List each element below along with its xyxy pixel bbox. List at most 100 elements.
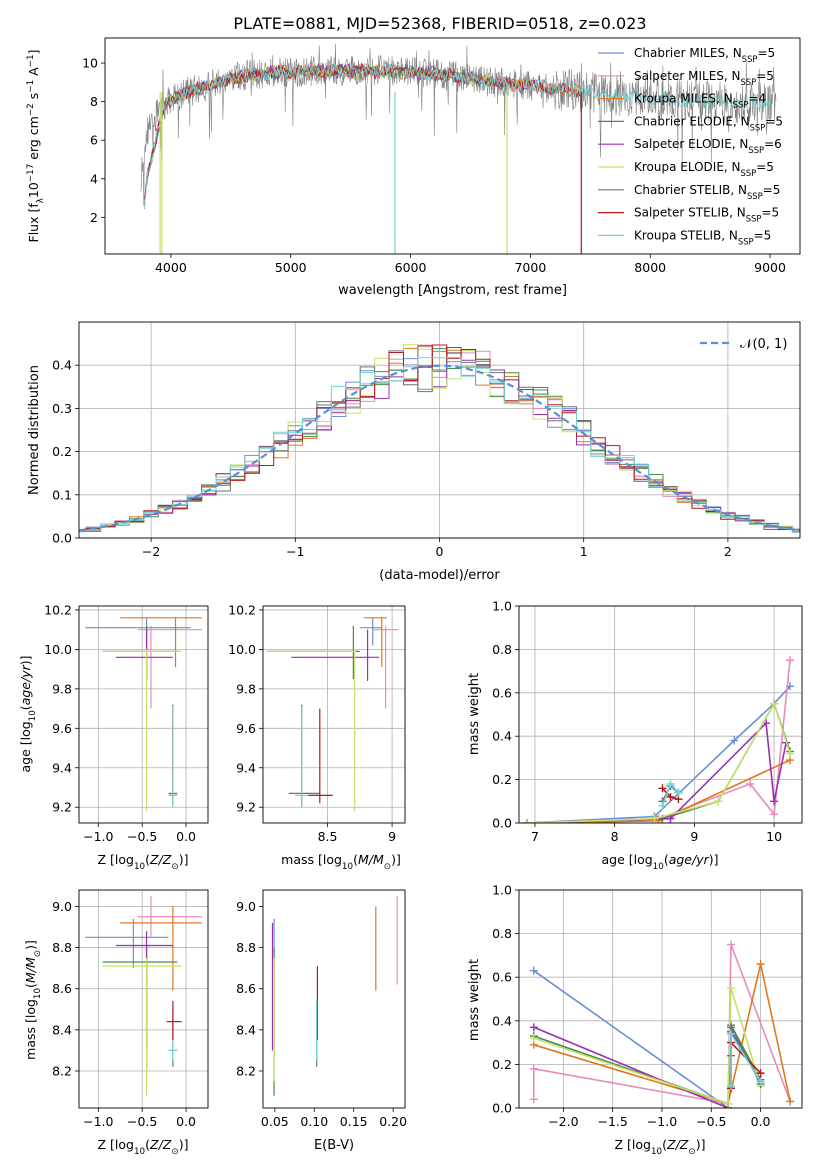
y-tick-label: 8.8 — [236, 940, 256, 955]
errorbar-kroupa-elodie — [102, 649, 182, 812]
series-marker — [770, 699, 779, 708]
y-tick-label: 8.8 — [52, 940, 72, 955]
y-tick-label: 9.2 — [236, 800, 256, 815]
series-marker — [529, 1064, 538, 1073]
series-kroupa-stelib — [658, 779, 683, 810]
series-line — [730, 1031, 762, 1087]
y-tick-label: 9.0 — [52, 899, 72, 914]
x-tick-label: 8 — [611, 829, 619, 844]
series-marker — [727, 940, 736, 949]
errorbar-salpeter-elodie — [115, 931, 173, 1051]
series-marker — [529, 966, 538, 975]
errorbar-chabrier-miles — [359, 617, 382, 646]
spectrum-frame — [104, 37, 801, 255]
massweight-vs-age-frame — [518, 605, 803, 824]
age-vs-mass-frame — [262, 605, 406, 824]
series-marker — [730, 736, 739, 745]
x-tick-label: −1.0 — [83, 829, 113, 844]
series-line — [533, 987, 762, 1105]
series-marker — [529, 1023, 538, 1032]
x-tick-label: 0.05 — [261, 1114, 289, 1129]
x-tick-label: 10 — [766, 829, 782, 844]
y-tick-label: 0.2 — [492, 1057, 512, 1072]
y-tick-label: 0.8 — [492, 926, 512, 941]
x-tick-label: 0 — [436, 544, 444, 559]
y-tick-label: 10.2 — [228, 602, 256, 617]
x-tick-label: −1.0 — [647, 1114, 677, 1129]
massweight-vs-z-frame — [518, 889, 803, 1109]
series-marker — [786, 656, 795, 665]
x-tick-label: 8000 — [634, 260, 666, 275]
series-marker — [727, 1082, 736, 1091]
axes-mass-vs-ebv: 0.05 0.10 0.15 0.20 8.2 8.4 8.6 8.8 9.0 — [236, 899, 407, 1129]
series-marker — [666, 779, 675, 788]
massweight-vs-z-y-label: mass weight — [467, 959, 482, 1041]
spectrum-x-label: wavelength [Angstrom, rest frame] — [338, 283, 567, 298]
x-tick-label: 5000 — [275, 260, 307, 275]
chart-layer: 4000 5000 6000 7000 8000 9000246810wavelength… — [18, 37, 803, 1157]
y-tick-label: 0.0 — [492, 816, 512, 831]
mass-vs-ebv-frame — [262, 889, 406, 1109]
y-tick-label: 4 — [90, 171, 98, 186]
histogram-chabrier-stelib — [79, 345, 800, 532]
legend-entry: Kroupa STELIB, NSSP=5 — [634, 228, 771, 246]
legend-entry: Chabrier STELIB, NSSP=5 — [634, 183, 780, 201]
y-tick-label: 0.3 — [52, 401, 72, 416]
x-tick-label: 0.20 — [379, 1114, 407, 1129]
x-tick-label: −1 — [286, 544, 304, 559]
age-vs-z-x-label: Z [log10(Z/Z⊙)] — [98, 852, 189, 872]
series-marker — [786, 749, 795, 758]
age-vs-mass-x-label: mass [log10(M/M⊙)] — [281, 852, 401, 872]
axes-age-vs-mass: 8.5 9 9.2 9.4 9.6 9.8 10.0 10.2 — [228, 602, 405, 844]
y-tick-label: 0.4 — [492, 729, 512, 744]
x-tick-label: 9 — [690, 829, 698, 844]
y-tick-label: 1.0 — [492, 883, 512, 898]
massweight-vs-age-x-label: age [log10(age/yr)] — [601, 852, 718, 872]
legend-entry: Chabrier ELODIE, NSSP=5 — [634, 114, 783, 132]
spectrum-y-label: Flux [fλ10−17 erg cm−2 s−1 A−1] — [26, 50, 46, 243]
series-marker — [650, 814, 659, 823]
axes-massweight-vs-z: −2.0 −1.5 −1.0 −0.5 0.0 0.0 0.2 0.4 0.6 0.8 1.0 — [492, 883, 802, 1129]
y-tick-label: 0.2 — [52, 444, 72, 459]
x-tick-label: −0.5 — [696, 1114, 726, 1129]
legend-entry: Salpeter STELIB, NSSP=5 — [634, 206, 779, 224]
series-kroupa-elodie — [522, 699, 795, 823]
series-marker — [756, 1077, 765, 1086]
errorbar-salpeter-miles — [137, 896, 202, 938]
x-tick-label: 0.15 — [340, 1114, 368, 1129]
normal-curve — [79, 364, 800, 532]
histogram-kroupa-miles — [79, 344, 800, 532]
errorbar-kroupa-miles — [363, 617, 387, 668]
y-tick-label: 10.0 — [228, 642, 256, 657]
x-tick-label: 9 — [388, 829, 396, 844]
y-tick-label: 8.4 — [236, 1022, 256, 1037]
series-chabrier-elodie — [522, 699, 795, 823]
x-tick-label: 4000 — [155, 260, 187, 275]
mass-vs-z-x-label: Z [log10(Z/Z⊙)] — [98, 1137, 189, 1157]
x-tick-label: 6000 — [395, 260, 427, 275]
legend-entry: Salpeter MILES, NSSP=5 — [634, 69, 774, 87]
y-tick-label: 0.0 — [52, 531, 72, 546]
legend-normal-label: 𝒩(0, 1) — [740, 337, 787, 352]
x-tick-label: 1 — [580, 544, 588, 559]
series-line — [730, 1040, 762, 1089]
mass-vs-ebv-x-label: E(B-V) — [314, 1138, 354, 1153]
x-tick-label: −2 — [142, 544, 160, 559]
series-marker — [666, 792, 675, 801]
series-marker — [674, 788, 683, 797]
series-marker — [786, 1097, 795, 1106]
errorbar-kroupa-miles — [120, 906, 202, 991]
y-tick-label: 9.4 — [52, 760, 72, 775]
errorbar-kroupa-elodie — [266, 649, 356, 812]
residual-frame — [78, 321, 801, 539]
y-tick-label: 9.8 — [236, 681, 256, 696]
y-tick-label: 0.0 — [492, 1101, 512, 1116]
residual-y-label: Normed distribution — [27, 365, 42, 495]
series-salpeter-elodie — [522, 719, 791, 823]
residual-x-label: (data-model)/error — [379, 568, 500, 583]
errorbar-chabrier-miles — [85, 617, 191, 646]
series-marker — [727, 1029, 736, 1038]
massweight-vs-z-x-label: Z [log10(Z/Z⊙)] — [615, 1137, 706, 1157]
errorbar-chabrier-elodie — [102, 625, 178, 679]
errorbar-salpeter-elodie — [291, 629, 380, 681]
